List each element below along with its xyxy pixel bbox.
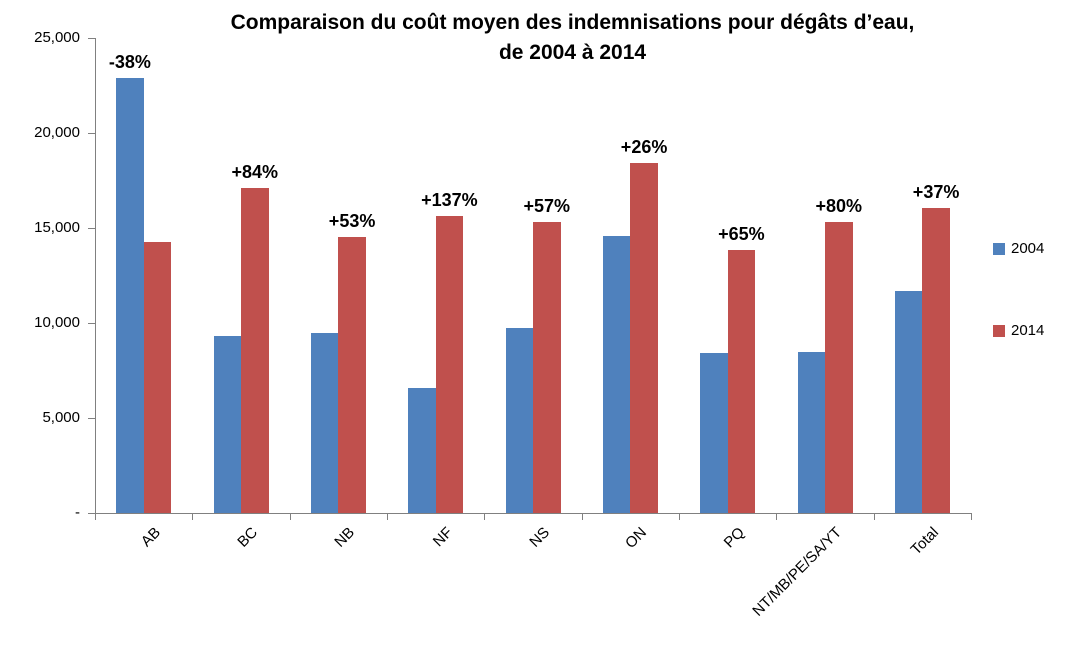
bar-2014-NT/MB/PE/SA/YT [825,222,853,513]
bar-2004-NT/MB/PE/SA/YT [797,351,825,513]
bar-percent-label: +57% [523,196,571,217]
x-axis-tick [971,514,972,520]
bar-2004-ON [602,235,631,513]
y-axis-tick-label: - [75,504,80,521]
bar-2014-BC [241,188,269,513]
bar-percent-label: -38% [108,51,151,72]
y-axis-line [95,38,96,513]
y-axis-tick-label: 10,000 [34,314,80,331]
legend-swatch-2014 [993,325,1005,337]
y-axis-tick-label: 20,000 [34,124,80,141]
y-axis-tick-label: 5,000 [42,409,80,426]
bar-2004-PQ [700,353,728,513]
chart-title-line1: Comparaison du coût moyen des indemnisat… [230,11,915,34]
bar-2004-AB [116,77,144,513]
x-axis-tick [387,514,388,520]
y-axis-tick [88,132,95,134]
legend-item-2014: 2014 [993,322,1044,340]
bar-2004-NB [310,332,339,513]
legend-label-2004: 2004 [1011,240,1045,257]
bar-2014-ON [630,163,658,513]
bar-2004-BC [213,336,241,513]
x-axis-line [95,513,972,514]
legend-item-2004: 2004 [993,240,1044,258]
bar-percent-label: +37% [912,182,960,203]
y-axis-tick [88,37,95,39]
y-axis-tick [88,512,95,514]
bar-percent-label: +137% [421,189,478,210]
y-axis-tick-label: 25,000 [34,29,80,46]
x-axis-tick [776,514,778,520]
x-axis-tick [484,514,486,520]
bar-2004-Total [894,290,923,513]
bar-2004-NS [505,327,533,513]
bar-2014-Total [922,208,950,513]
legend-swatch-2004 [993,243,1005,255]
bar-2014-NF [435,215,464,513]
y-axis-tick-label: 15,000 [34,219,80,236]
bar-percent-label: +80% [815,196,863,217]
bar-2014-AB [143,242,172,513]
chart-title-line2: de 2004 à 2014 [498,41,647,64]
bar-percent-label: +65% [718,223,765,244]
bar-2014-PQ [727,249,756,513]
y-axis-tick [88,417,95,419]
x-axis-tick [873,514,875,520]
x-axis-tick [289,514,291,520]
chart-title: Comparaison du coût moyen des indemnisat… [95,8,1050,68]
x-axis-tick [192,514,194,520]
x-axis-tick [95,514,96,520]
y-axis-tick [88,227,95,229]
bar-percent-label: +26% [620,137,668,158]
bar-percent-label: +53% [328,210,376,231]
x-axis-tick [581,514,583,520]
y-axis-tick [88,322,95,324]
bar-2014-NB [338,236,366,513]
bar-percent-label: +84% [231,162,279,183]
bar-2004-NF [408,387,436,513]
x-axis-tick [679,514,680,520]
bar-2014-NS [533,222,561,513]
legend-label-2014: 2014 [1011,322,1045,339]
